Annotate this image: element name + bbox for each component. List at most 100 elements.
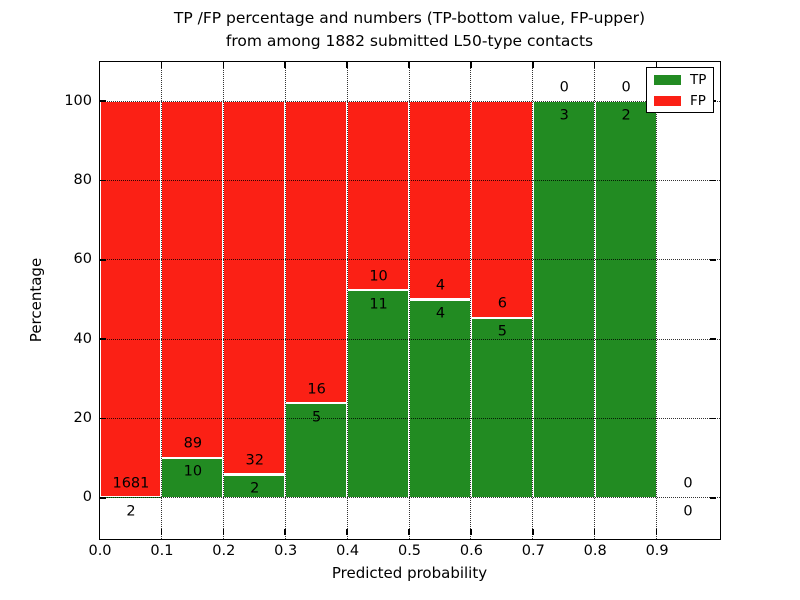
x-tick-mark-top (408, 61, 410, 68)
gridline-horizontal (99, 180, 720, 181)
x-tick-mark (98, 528, 101, 535)
fp-count-label: 0 (683, 475, 693, 492)
tp-count-label: 3 (559, 107, 569, 124)
y-tick-label: 100 (64, 92, 92, 109)
y-tick-label: 20 (73, 410, 92, 426)
tp-count-label: 11 (369, 296, 388, 313)
fp-count-label: 0 (621, 79, 631, 96)
bar-tp-segment (409, 299, 471, 498)
tp-count-label: 10 (183, 463, 203, 480)
gridline-vertical (346, 61, 348, 539)
x-tick-mark (593, 528, 596, 535)
fp-count-label: 89 (183, 435, 203, 452)
bar-tp-segment (532, 101, 595, 498)
bar-tp-segment (161, 457, 224, 498)
tp-count-label: 0 (683, 503, 693, 520)
bar-fp-segment (99, 101, 162, 498)
chart-title: TP /FP percentage and numbers (TP-bottom… (100, 7, 719, 53)
y-tick-mark-right (709, 417, 716, 420)
fp-count-label: 10 (369, 268, 388, 285)
x-tick-mark (655, 528, 658, 535)
gridline-vertical (656, 61, 658, 539)
gridline-vertical (408, 61, 410, 539)
y-tick-mark (99, 179, 106, 182)
gridline-vertical (470, 61, 472, 539)
bar-tp-segment (347, 290, 409, 498)
x-tick-mark (470, 528, 472, 535)
x-tick-mark-top (470, 61, 472, 68)
y-tick-mark (99, 100, 106, 102)
fp-count-label: 6 (497, 295, 507, 312)
gridline-horizontal (99, 497, 720, 499)
gridline-vertical (284, 61, 286, 539)
chart-title-line2: from among 1882 submitted L50-type conta… (225, 32, 594, 50)
legend-label-tp: TP (690, 71, 707, 88)
bar-fp-segment (409, 101, 471, 300)
x-tick-label: 0.7 (521, 543, 545, 559)
tp-count-label: 4 (435, 305, 446, 322)
bar-fp-segment (161, 101, 224, 458)
gridline-vertical (160, 61, 162, 539)
y-tick-mark (99, 497, 106, 499)
x-tick-mark-top (655, 61, 658, 68)
legend-entry-fp: FP (647, 90, 713, 111)
x-tick-mark (222, 528, 225, 535)
y-tick-mark (99, 417, 106, 420)
x-tick-mark (346, 528, 348, 535)
x-tick-label: 0.9 (645, 543, 669, 559)
x-tick-label: 0.4 (336, 543, 360, 559)
chart-title-line1: TP /FP percentage and numbers (TP-bottom… (173, 9, 646, 27)
fp-count-label: 32 (245, 452, 264, 469)
tp-count-label: 2 (126, 503, 136, 520)
x-tick-label: 0.0 (88, 543, 112, 559)
tp-swatch-icon (654, 74, 681, 85)
fp-count-label: 4 (435, 277, 446, 294)
y-tick-label: 80 (73, 172, 92, 188)
bar-fp-segment (470, 101, 533, 318)
y-tick-mark-right (709, 497, 716, 499)
x-tick-label: 0.8 (583, 543, 607, 559)
y-tick-mark (99, 259, 106, 261)
tp-count-label: 2 (621, 107, 631, 124)
y-tick-mark-right (709, 259, 716, 261)
x-tick-label: 0.6 (459, 543, 483, 559)
tp-count-label: 2 (250, 480, 260, 497)
y-tick-mark-right (709, 338, 716, 340)
y-tick-mark (99, 338, 106, 340)
gridline-horizontal (99, 259, 720, 261)
x-tick-mark (160, 528, 163, 535)
fp-count-label: 0 (559, 79, 569, 96)
bar-fp-segment (285, 101, 348, 404)
bar-tp-segment (594, 101, 657, 498)
gridline-vertical (222, 61, 224, 539)
x-tick-mark-top (160, 61, 163, 68)
x-tick-mark-top (593, 61, 596, 68)
y-axis-label: Percentage (27, 257, 45, 343)
gridline-horizontal (99, 100, 720, 102)
bar-tp-segment (285, 403, 348, 498)
x-tick-mark-top (284, 61, 286, 68)
gridline-horizontal (99, 338, 720, 340)
gridline-horizontal (99, 418, 720, 419)
y-tick-label: 40 (73, 330, 92, 347)
x-tick-label: 0.2 (212, 543, 236, 559)
fp-count-label: 16 (307, 381, 326, 398)
x-tick-mark-top (346, 61, 348, 68)
y-tick-label: 0 (82, 489, 92, 506)
x-tick-label: 0.5 (397, 543, 422, 559)
x-tick-mark-top (532, 61, 534, 68)
tp-count-label: 5 (497, 323, 507, 340)
legend-entry-tp: TP (647, 69, 713, 90)
legend: TP FP (646, 67, 714, 113)
legend-label-fp: FP (690, 92, 706, 109)
bar-tp-segment (470, 317, 533, 498)
x-tick-mark-top (222, 61, 225, 68)
fp-swatch-icon (654, 95, 681, 106)
fp-count-label: 1681 (112, 475, 150, 492)
x-tick-mark (532, 528, 534, 535)
bar-fp-segment (347, 101, 409, 291)
x-axis-label: Predicted probability (331, 564, 488, 582)
x-tick-label: 0.1 (150, 543, 174, 559)
y-tick-label: 60 (73, 251, 92, 268)
